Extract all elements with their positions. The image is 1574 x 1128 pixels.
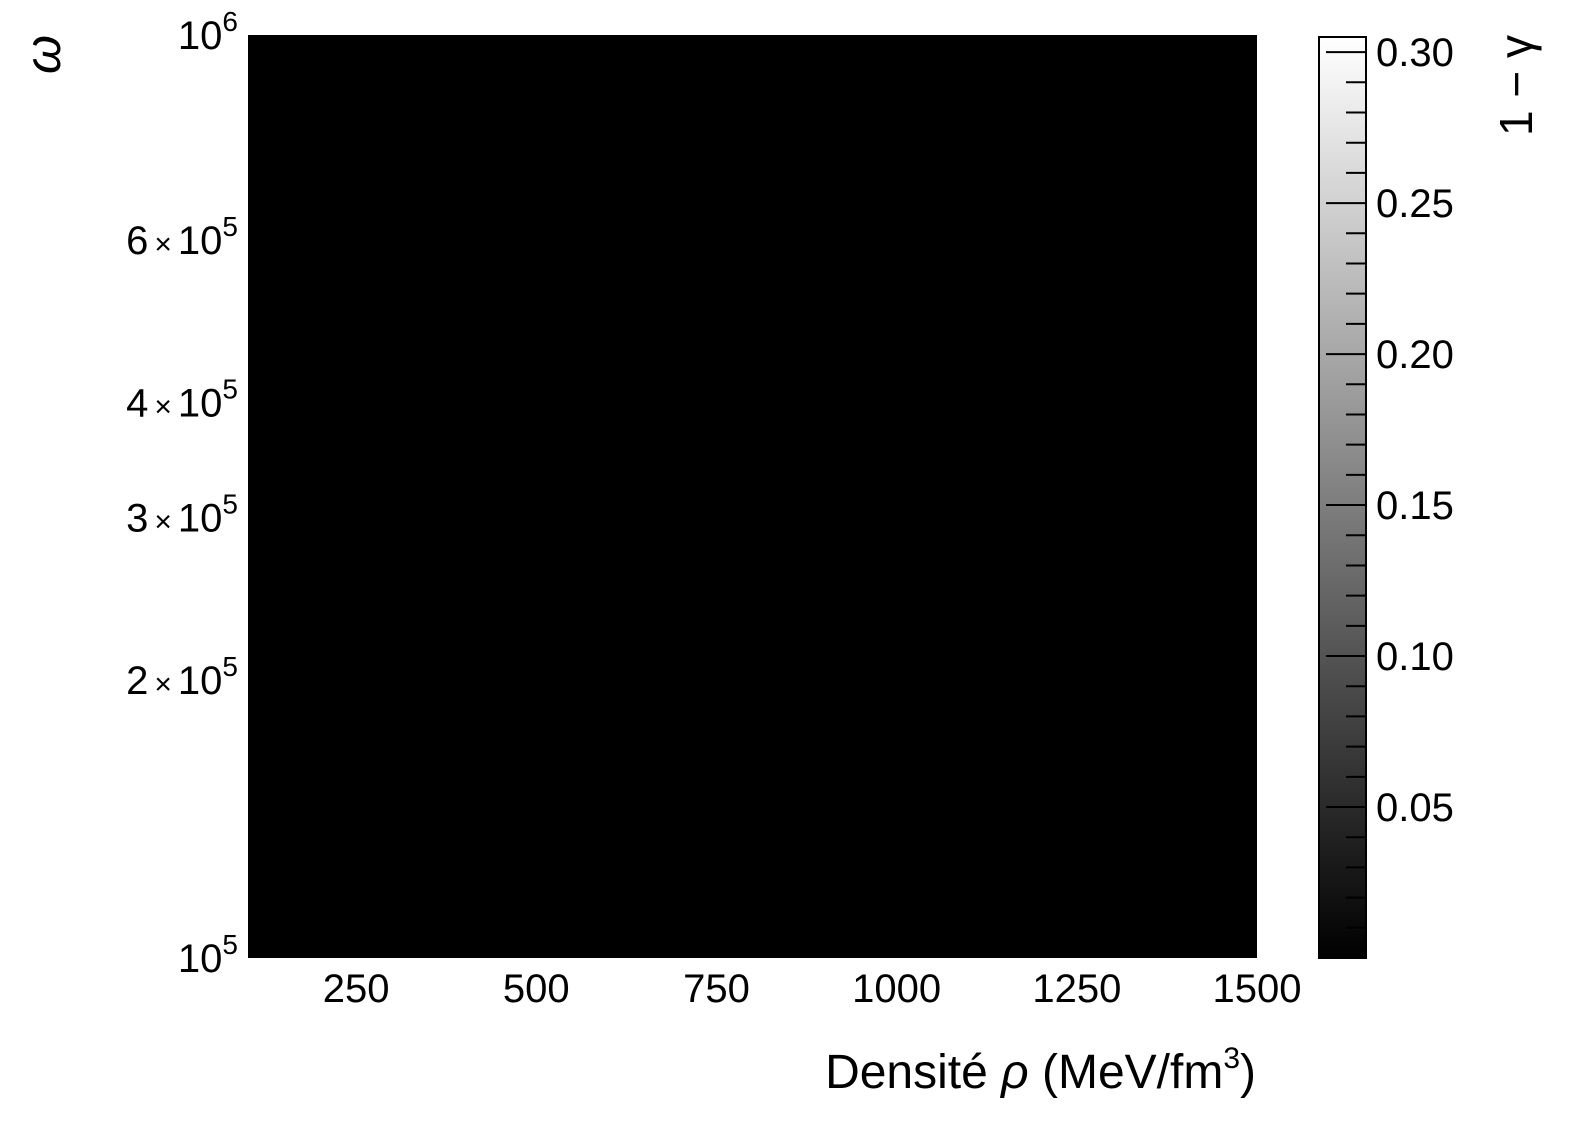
y-tick-label: 4 × 105: [126, 373, 238, 425]
x-axis-ticks: 250 500 750 1000 1250 1500: [323, 967, 1302, 1011]
y-tick-label: 6 × 105: [126, 211, 238, 263]
colorbar-tick-label: 0.05: [1376, 786, 1454, 830]
x-axis-label-unit-close: ): [1240, 1046, 1256, 1099]
y-axis-ticks: 105 2 × 105 3 × 105 4 × 105 6 × 105 106: [126, 6, 238, 981]
x-tick-label: 1000: [852, 967, 941, 1011]
x-tick-label: 1500: [1213, 967, 1302, 1011]
x-tick-label: 750: [683, 967, 750, 1011]
x-axis-label: Densité ρ (MeV/fm3): [825, 1042, 1256, 1099]
x-axis-label-unit: (MeV/fm: [1029, 1046, 1224, 1099]
x-tick-label: 1250: [1032, 967, 1121, 1011]
colorbar-tick-label: 0.20: [1376, 333, 1454, 377]
x-tick-label: 250: [323, 967, 390, 1011]
y-tick-label: 3 × 105: [126, 489, 238, 541]
y-tick-label: 2 × 105: [126, 651, 238, 703]
colorbar-tick-label: 0.30: [1376, 31, 1454, 75]
colorbar-tick-label: 0.15: [1376, 484, 1454, 528]
x-axis-label-prefix: Densité: [825, 1046, 1001, 1099]
x-axis-label-symbol: ρ: [999, 1046, 1029, 1099]
y-axis-label: ω: [15, 35, 71, 74]
colorbar-tick-label: 0.10: [1376, 635, 1454, 679]
y-tick-label: 105: [178, 929, 238, 981]
colorbar-ticks: 0.05 0.10 0.15 0.20 0.25 0.30: [1326, 31, 1454, 929]
x-axis-label-unit-exponent: 3: [1223, 1042, 1240, 1075]
colorbar-label: 1 − γ: [1490, 35, 1542, 136]
y-tick-label: 106: [178, 6, 238, 58]
heatmap-field: [248, 35, 1257, 958]
colorbar-tick-label: 0.25: [1376, 182, 1454, 226]
colorbar: [1318, 36, 1367, 959]
x-tick-label: 500: [503, 967, 570, 1011]
